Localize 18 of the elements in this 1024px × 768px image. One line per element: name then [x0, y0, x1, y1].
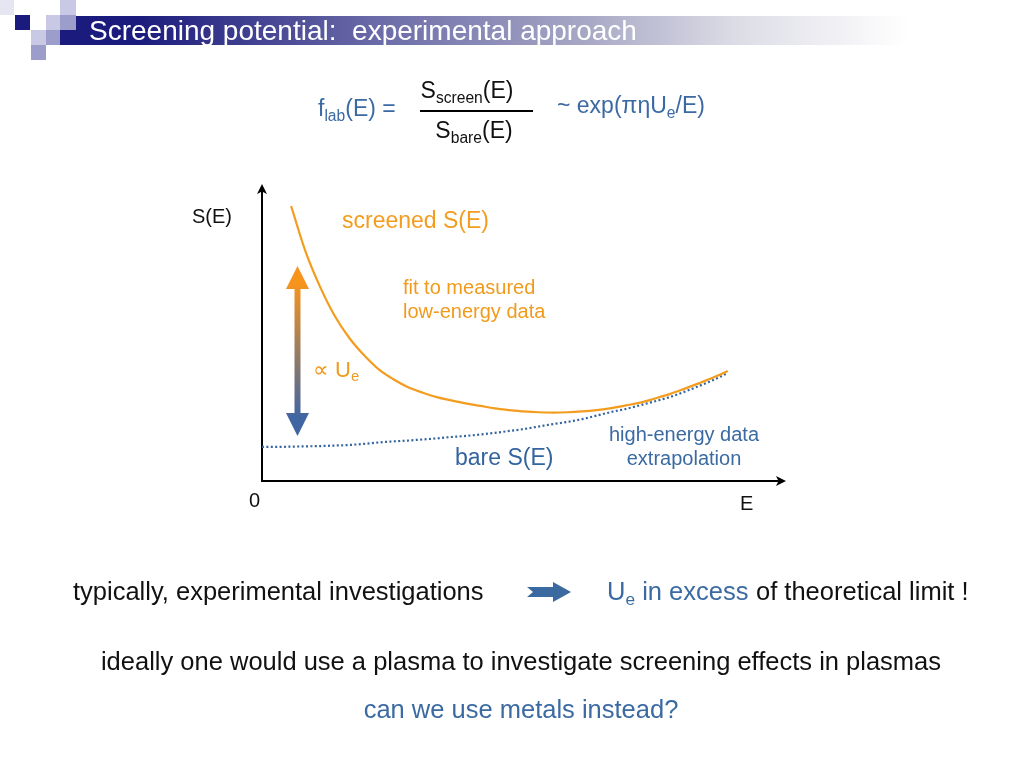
text: ~ exp(πηU$_{e}$/E) [557, 92, 705, 121]
series-label: screened S(E) [342, 207, 490, 235]
annotation: ∝ U$_{e}$ [313, 356, 360, 385]
x-axis-title: E [740, 491, 754, 515]
text: can we use metals instead? [363, 693, 679, 725]
annotation: fit to measured low-energy data [403, 275, 547, 323]
text: S$_{screen}$(E) [420, 77, 514, 106]
text: S$_{bare}$(E) [435, 117, 513, 146]
y-axis-title: S(E) [192, 204, 232, 228]
text: typically, experimental investigations [73, 575, 484, 607]
text: U$_{e}$ in excess [607, 575, 749, 609]
series-label: bare S(E) [455, 444, 554, 472]
text: f$_{lab}$(E) = [318, 95, 396, 124]
text: of theoretical limit ! [756, 575, 969, 607]
annotation: high-energy data extrapolation [607, 422, 761, 470]
chart-title: Screening potential: experimental approach [89, 14, 637, 47]
text: ideally one would use a plasma to investigate screening effects in plasmas [100, 645, 942, 677]
text: 0 [249, 488, 261, 512]
